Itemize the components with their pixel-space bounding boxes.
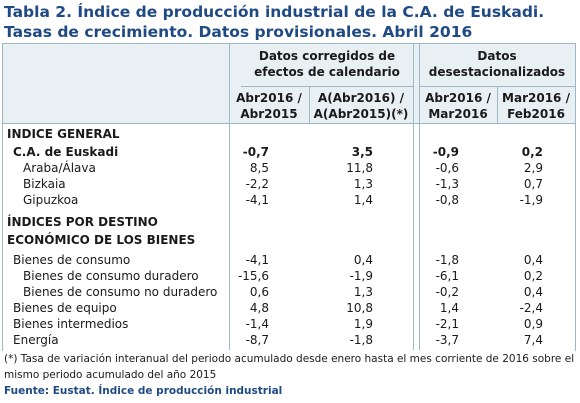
cell: -0,2 — [435, 285, 459, 299]
footnote: (*) Tasa de variación interanual del per… — [4, 353, 575, 381]
row-label: Gipuzkoa — [23, 193, 79, 207]
cell: 1,4 — [439, 301, 459, 315]
cell: -2,1 — [435, 317, 459, 331]
cell: 0,2 — [521, 145, 543, 159]
table-body: INDICE GENERAL C.A. de Euskadi -0,7 3,5 … — [3, 124, 575, 352]
group-header-calendar: Datos corregidos de efectos de calendari… — [254, 49, 400, 79]
table-row: Bizkaia -2,2 1,3 -1,3 0,7 — [3, 176, 575, 192]
cell: -0,6 — [435, 161, 459, 175]
column-divider — [309, 86, 310, 124]
cell: 4,8 — [249, 301, 269, 315]
group-header-seasonal: Datos desestacionalizados — [428, 49, 566, 79]
column-divider — [229, 44, 230, 350]
cell: 0,6 — [249, 285, 269, 299]
table-row: ÍNDICES POR DESTINO — [3, 214, 575, 230]
cell: 1,4 — [353, 193, 373, 207]
cell: 0,4 — [523, 253, 543, 267]
table-row: Bienes intermedios -1,4 1,9 -2,1 0,9 — [3, 316, 575, 332]
table-row: Bienes de consumo -4,1 0,4 -1,8 0,4 — [3, 252, 575, 268]
cell: -1,3 — [435, 177, 459, 191]
table-row: C.A. de Euskadi -0,7 3,5 -0,9 0,2 — [3, 144, 575, 160]
cell: -2,4 — [519, 301, 543, 315]
cell: -1,8 — [349, 333, 373, 347]
table-header: Datos corregidos de efectos de calendari… — [3, 44, 575, 86]
cell: 0,4 — [523, 285, 543, 299]
column-divider — [413, 44, 414, 350]
row-label: ÍNDICES POR DESTINO — [7, 215, 158, 229]
row-label: Bienes de consumo duradero — [23, 269, 199, 283]
cell: -4,1 — [245, 253, 269, 267]
cell: -4,1 — [245, 193, 269, 207]
cell: -2,2 — [245, 177, 269, 191]
cell: -0,8 — [435, 193, 459, 207]
table-row: Bienes de equipo 4,8 10,8 1,4 -2,4 — [3, 300, 575, 316]
page-title: Tabla 2. Índice de producción industrial… — [4, 3, 545, 41]
header-divider — [3, 123, 575, 124]
cell: -1,9 — [519, 193, 543, 207]
cell: -3,7 — [435, 333, 459, 347]
table-row: Bienes de consumo no duradero 0,6 1,3 -0… — [3, 284, 575, 300]
table-row: INDICE GENERAL — [3, 126, 575, 142]
cell: 8,5 — [249, 161, 269, 175]
table-row: Bienes de consumo duradero -15,6 -1,9 -6… — [3, 268, 575, 284]
cell: -1,4 — [245, 317, 269, 331]
cell: 2,9 — [523, 161, 543, 175]
cell: 0,4 — [353, 253, 373, 267]
table-row: ECONÓMICO DE LOS BIENES — [3, 232, 575, 248]
col-header-abr-abr: Abr2016 / Abr2015 — [236, 91, 302, 121]
cell: 0,7 — [523, 177, 543, 191]
table-row: Gipuzkoa -4,1 1,4 -0,8 -1,9 — [3, 192, 575, 208]
row-label: Bienes de consumo no duradero — [23, 285, 218, 299]
cell: -1,8 — [435, 253, 459, 267]
cell: -0,7 — [242, 145, 269, 159]
cell: 10,8 — [346, 301, 373, 315]
column-divider — [419, 44, 420, 350]
cell: 0,2 — [523, 269, 543, 283]
row-label: INDICE GENERAL — [7, 127, 120, 141]
row-label: Bizkaia — [23, 177, 66, 191]
cell: -1,9 — [349, 269, 373, 283]
cell: 1,3 — [353, 285, 373, 299]
cell: 11,8 — [346, 161, 373, 175]
column-divider — [497, 86, 498, 124]
row-label: Bienes de equipo — [13, 301, 117, 315]
table-row: Energía -8,7 -1,8 -3,7 7,4 — [3, 332, 575, 348]
cell: 0,9 — [523, 317, 543, 331]
row-label: Energía — [13, 333, 59, 347]
cell: -0,9 — [432, 145, 459, 159]
cell: -15,6 — [237, 269, 269, 283]
col-header-mar-feb: Mar2016 / Feb2016 — [502, 91, 570, 121]
row-label: C.A. de Euskadi — [13, 145, 119, 159]
cell: 1,9 — [353, 317, 373, 331]
cell: 7,4 — [523, 333, 543, 347]
source-line: Fuente: Eustat. Índice de producción ind… — [4, 385, 283, 397]
cell: 1,3 — [353, 177, 373, 191]
row-label: Bienes intermedios — [13, 317, 129, 331]
group-underline — [241, 86, 413, 87]
data-table: Datos corregidos de efectos de calendari… — [2, 43, 576, 352]
col-header-abr-mar: Abr2016 / Mar2016 — [425, 91, 491, 121]
cell: -8,7 — [245, 333, 269, 347]
row-label: Araba/Álava — [23, 161, 96, 175]
row-label: ECONÓMICO DE LOS BIENES — [7, 233, 196, 247]
cell: -6,1 — [435, 269, 459, 283]
row-label: Bienes de consumo — [13, 253, 131, 267]
table-row: Araba/Álava 8,5 11,8 -0,6 2,9 — [3, 160, 575, 176]
cell: 3,5 — [351, 145, 373, 159]
col-header-cumulative: A(Abr2016) / A(Abr2015)(*) — [313, 91, 409, 121]
